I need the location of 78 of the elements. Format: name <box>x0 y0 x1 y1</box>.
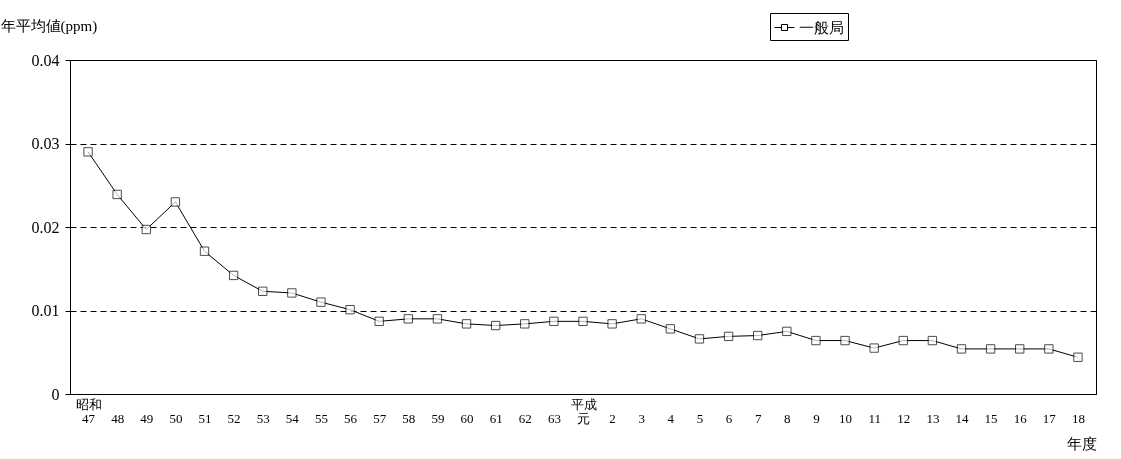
point <box>1015 344 1025 354</box>
point <box>170 197 181 207</box>
x-tick-label: 17 <box>1042 410 1057 426</box>
point <box>490 320 501 331</box>
x-tick-label: 16 <box>1013 410 1028 426</box>
point <box>811 335 821 346</box>
x-tick-label: 57 <box>373 410 387 426</box>
x-tick-label: 5 <box>696 410 704 426</box>
x-tick-label: 56 <box>344 410 358 426</box>
point <box>723 331 734 342</box>
point <box>898 335 908 346</box>
x-tick-label: 8 <box>784 410 791 426</box>
x-tick-label: 62 <box>518 410 532 426</box>
x-tick-label: 3 <box>638 410 645 426</box>
point <box>374 316 384 327</box>
x-tick-label: 52 <box>227 410 241 426</box>
point <box>927 335 938 346</box>
point <box>258 286 268 296</box>
x-tick-label: 9 <box>813 410 820 426</box>
point <box>345 304 355 315</box>
x-tick-label: 11 <box>868 410 881 426</box>
y-tick-label: 0.02 <box>31 218 60 236</box>
point <box>432 314 443 324</box>
x-tick-label: 49 <box>140 410 154 426</box>
point <box>985 344 996 354</box>
point <box>1044 344 1054 354</box>
x-tick-label: 4 <box>667 410 675 426</box>
point <box>607 319 617 329</box>
x-tick-label: 54 <box>285 410 300 426</box>
y-tick-label: 0.04 <box>31 51 60 69</box>
point <box>665 324 676 334</box>
x-tick-label: 53 <box>256 410 270 426</box>
x-tick-label: 7 <box>754 410 762 426</box>
legend-label: 一般局 <box>799 19 844 36</box>
point <box>228 270 239 281</box>
point <box>287 288 297 298</box>
x-tick-label: 60 <box>460 410 474 426</box>
x-tick-label: 13 <box>926 410 940 426</box>
x-tick-label: 14 <box>955 410 969 426</box>
point <box>753 330 763 341</box>
y-tick-label: 0 <box>51 385 60 403</box>
point <box>461 319 472 329</box>
x-tick-label: 48 <box>111 410 125 426</box>
point <box>840 335 850 346</box>
point <box>403 314 413 324</box>
x-tick-label: 平成元 <box>570 396 597 426</box>
x-tick-label: 50 <box>169 410 183 426</box>
x-tick-label: 58 <box>402 410 416 426</box>
point <box>782 326 792 337</box>
x-tick-label: 55 <box>314 410 328 426</box>
y-axis-title: 年平均値(ppm) <box>0 17 98 35</box>
x-tick-label: 51 <box>198 410 212 426</box>
point <box>956 344 967 354</box>
x-tick-label: 59 <box>431 410 445 426</box>
x-tick-label: 12 <box>897 410 911 426</box>
y-tick-label: 0.03 <box>31 135 60 152</box>
x-tick-label: 6 <box>725 410 733 426</box>
point <box>112 189 122 200</box>
x-tick-label: 15 <box>984 410 998 426</box>
x-tick-label: 10 <box>839 410 853 426</box>
point <box>83 147 93 157</box>
x-axis-title: 年度 <box>1066 435 1097 452</box>
point <box>199 246 210 256</box>
x-tick-label: 61 <box>489 410 503 426</box>
point <box>1073 352 1083 362</box>
x-tick-label: 63 <box>547 410 561 426</box>
point <box>869 343 879 353</box>
x-tick-label: 2 <box>609 410 616 426</box>
point <box>316 297 326 307</box>
point <box>578 316 588 327</box>
x-tick-label: 18 <box>1071 410 1085 426</box>
point <box>141 224 151 235</box>
y-tick-label: 0.01 <box>31 302 60 319</box>
point <box>549 316 559 327</box>
point <box>694 334 705 344</box>
point <box>520 319 530 329</box>
x-tick-label: 昭和47 <box>75 396 102 426</box>
point <box>636 314 646 324</box>
